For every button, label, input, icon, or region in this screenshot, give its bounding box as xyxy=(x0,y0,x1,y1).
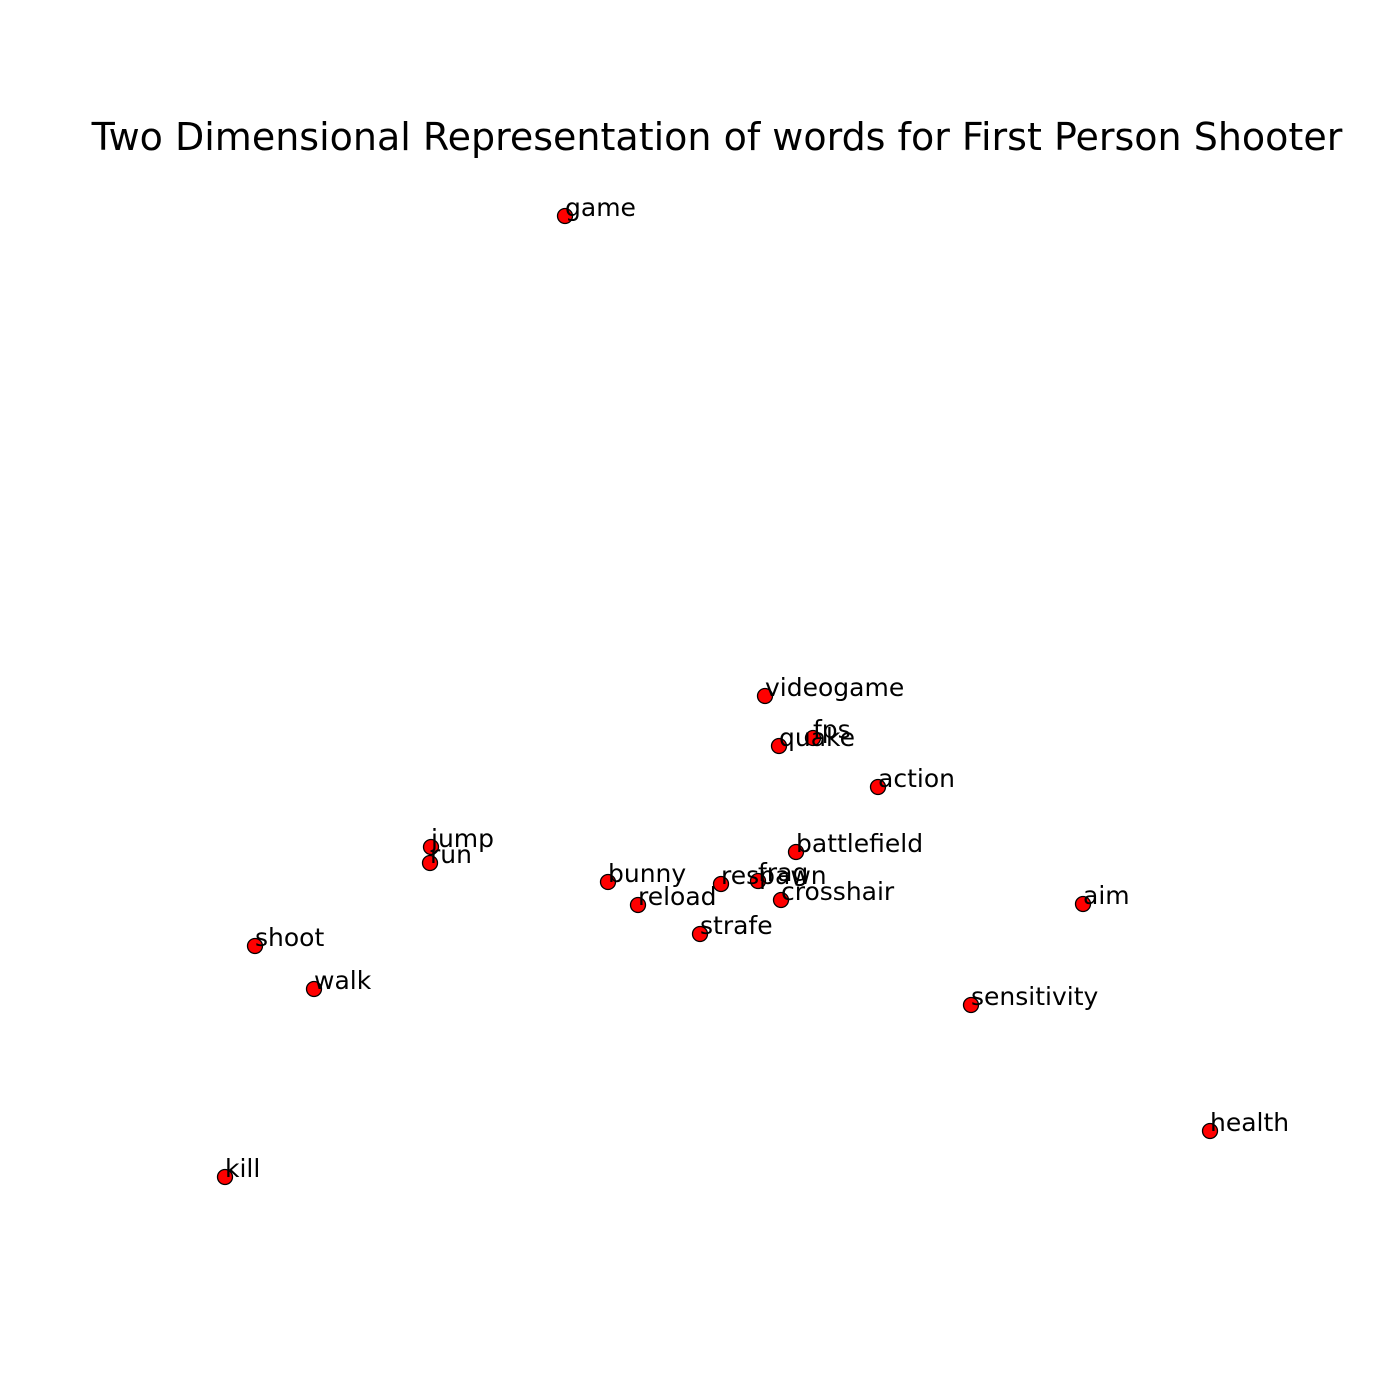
point-label-health: health xyxy=(1210,1108,1289,1137)
point-marker-health xyxy=(1201,1122,1219,1140)
point-label-action: action xyxy=(878,764,955,793)
point-marker-run xyxy=(421,854,439,872)
point-label-fps: fps xyxy=(813,715,851,744)
point-marker-sensitivity xyxy=(962,996,980,1014)
point-marker-strafe xyxy=(691,925,709,943)
point-label-game: game xyxy=(565,193,636,222)
point-marker-fps xyxy=(804,729,822,747)
point-marker-walk xyxy=(305,980,323,998)
points-layer xyxy=(216,207,1219,1186)
point-marker-bunny xyxy=(599,873,617,891)
point-label-jump: jump xyxy=(430,824,494,853)
point-label-videogame: videogame xyxy=(765,673,904,702)
point-marker-kill xyxy=(216,1168,234,1186)
point-label-kill: kill xyxy=(225,1154,260,1183)
point-label-run: run xyxy=(430,840,472,869)
point-marker-quake xyxy=(770,737,788,755)
point-marker-reload xyxy=(629,896,647,914)
point-marker-action xyxy=(869,778,887,796)
point-label-frag: frag xyxy=(758,858,808,887)
point-marker-videogame xyxy=(756,687,774,705)
point-marker-jump xyxy=(422,838,440,856)
point-marker-battlefield xyxy=(787,843,805,861)
point-marker-game xyxy=(556,207,574,225)
point-marker-shoot xyxy=(246,937,264,955)
chart-title: Two Dimensional Representation of words … xyxy=(91,115,1343,159)
point-label-reload: reload xyxy=(638,882,717,911)
point-label-strafe: strafe xyxy=(700,911,773,940)
point-label-sensitivity: sensitivity xyxy=(971,982,1099,1011)
point-label-shoot: shoot xyxy=(255,923,324,952)
point-label-crosshair: crosshair xyxy=(781,877,895,906)
point-marker-aim xyxy=(1074,895,1092,913)
point-label-respawn: respawn xyxy=(721,861,827,890)
point-label-quake: quake xyxy=(779,723,855,752)
point-label-bunny: bunny xyxy=(608,859,686,888)
point-label-aim: aim xyxy=(1083,881,1130,910)
point-marker-crosshair xyxy=(772,891,790,909)
point-marker-frag xyxy=(749,872,767,890)
point-label-battlefield: battlefield xyxy=(796,829,923,858)
point-marker-respawn xyxy=(712,875,730,893)
point-label-walk: walk xyxy=(314,966,372,995)
